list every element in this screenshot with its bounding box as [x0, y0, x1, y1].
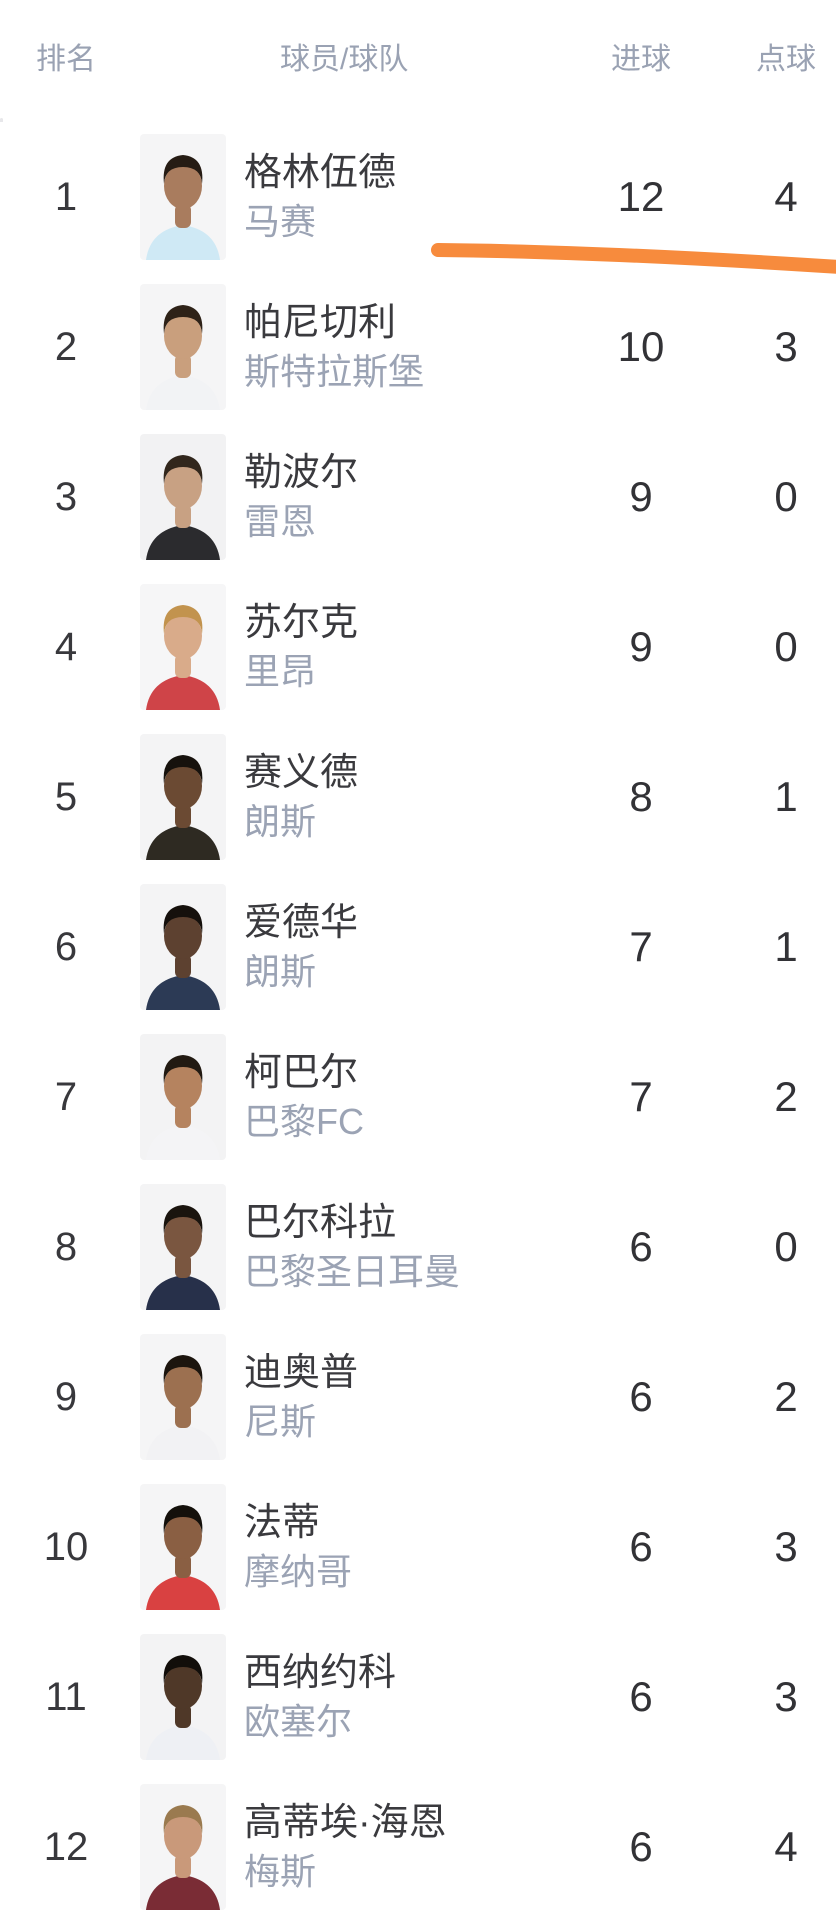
player-team: 朗斯 [244, 951, 317, 992]
rank-value: 1 [54, 174, 78, 219]
penalties-value: 1 [774, 923, 798, 970]
header-player-team: 球员/球队 [280, 43, 409, 76]
goals-value: 10 [617, 323, 665, 370]
goals-value: 7 [629, 923, 653, 970]
player-team: 尼斯 [244, 1401, 317, 1442]
goals-value: 6 [629, 1673, 653, 1720]
goals-value: 6 [629, 1523, 653, 1570]
player-photo [140, 134, 226, 260]
player-row[interactable]: 1 格林伍德 马赛 12 4 [0, 122, 836, 272]
player-photo [140, 1634, 226, 1760]
player-row[interactable]: 8 巴尔科拉 巴黎圣日耳曼 6 0 [0, 1172, 836, 1322]
player-name: 法蒂 [244, 1502, 321, 1544]
header-rank: 排名 [36, 43, 96, 76]
player-row[interactable]: 12 高蒂埃·海恩 梅斯 6 4 [0, 1772, 836, 1914]
goals-value: 9 [629, 623, 653, 670]
player-row[interactable]: 11 西纳约科 欧塞尔 6 3 [0, 1622, 836, 1772]
goals-value: 9 [629, 473, 653, 520]
player-name: 巴尔科拉 [244, 1202, 397, 1244]
penalties-value: 2 [774, 1373, 798, 1420]
table-body: 1 格林伍德 马赛 12 4 2 [0, 122, 836, 1914]
penalties-value: 0 [774, 623, 798, 670]
player-name: 柯巴尔 [244, 1052, 359, 1094]
player-team: 梅斯 [244, 1851, 317, 1892]
player-team: 斯特拉斯堡 [244, 351, 425, 392]
player-name: 帕尼切利 [244, 302, 397, 344]
rank-value: 5 [54, 774, 78, 819]
goals-value: 6 [629, 1373, 653, 1420]
player-team: 欧塞尔 [244, 1701, 353, 1742]
player-team: 巴黎FC [244, 1101, 364, 1142]
rank-value: 8 [54, 1224, 78, 1269]
player-photo [140, 1184, 226, 1310]
player-row[interactable]: 9 迪奥普 尼斯 6 2 [0, 1322, 836, 1472]
player-photo [140, 1334, 226, 1460]
player-team: 马赛 [244, 201, 317, 242]
player-name: 西纳约科 [244, 1652, 397, 1694]
goals-value: 12 [617, 173, 665, 220]
player-name: 迪奥普 [244, 1352, 359, 1394]
goals-value: 8 [629, 773, 653, 820]
player-name: 格林伍德 [244, 152, 397, 194]
player-team: 摩纳哥 [244, 1551, 353, 1592]
player-name: 苏尔克 [244, 602, 359, 644]
penalties-value: 4 [774, 173, 798, 220]
rank-value: 11 [45, 1674, 87, 1719]
player-team: 巴黎圣日耳曼 [244, 1251, 461, 1292]
player-name: 高蒂埃·海恩 [244, 1802, 447, 1844]
goals-value: 6 [629, 1223, 653, 1270]
rank-value: 7 [54, 1074, 78, 1119]
goals-value: 6 [629, 1823, 653, 1870]
player-team: 里昂 [244, 651, 317, 692]
player-photo [140, 1034, 226, 1160]
player-row[interactable]: 3 勒波尔 雷恩 9 0 [0, 422, 836, 572]
penalties-value: 1 [774, 773, 798, 820]
header-penalties: 点球 [756, 43, 816, 76]
player-row[interactable]: 2 帕尼切利 斯特拉斯堡 10 3 [0, 272, 836, 422]
rank-value: 10 [43, 1524, 89, 1569]
player-photo [140, 1484, 226, 1610]
player-photo [140, 734, 226, 860]
penalties-value: 0 [774, 1223, 798, 1270]
player-row[interactable]: 5 赛义德 朗斯 8 1 [0, 722, 836, 872]
player-photo [140, 284, 226, 410]
player-row[interactable]: 6 爱德华 朗斯 7 1 [0, 872, 836, 1022]
player-team: 雷恩 [244, 501, 317, 542]
player-photo [140, 584, 226, 710]
rank-value: 6 [54, 924, 78, 969]
rank-value: 4 [54, 624, 78, 669]
goals-value: 7 [629, 1073, 653, 1120]
table-header-row: 排名 球员/球队 进球 点球 [0, 22, 836, 90]
rank-value: 3 [54, 474, 78, 519]
rank-value: 12 [43, 1824, 89, 1869]
header-goals: 进球 [611, 43, 671, 76]
player-row[interactable]: 4 苏尔克 里昂 9 0 [0, 572, 836, 722]
player-name: 赛义德 [244, 752, 359, 794]
player-row[interactable]: 7 柯巴尔 巴黎FC 7 2 [0, 1022, 836, 1172]
player-photo [140, 884, 226, 1010]
penalties-value: 2 [774, 1073, 798, 1120]
penalties-value: 4 [774, 1823, 798, 1870]
player-photo [140, 434, 226, 560]
player-name: 爱德华 [244, 902, 359, 944]
player-row[interactable]: 10 法蒂 摩纳哥 6 3 [0, 1472, 836, 1622]
penalties-value: 0 [774, 473, 798, 520]
player-name: 勒波尔 [244, 452, 359, 494]
rank-value: 9 [54, 1374, 78, 1419]
player-team: 朗斯 [244, 801, 317, 842]
penalties-value: 3 [774, 1673, 798, 1720]
player-photo [140, 1784, 226, 1910]
penalties-value: 3 [774, 323, 798, 370]
penalties-value: 3 [774, 1523, 798, 1570]
rank-value: 2 [54, 324, 78, 369]
